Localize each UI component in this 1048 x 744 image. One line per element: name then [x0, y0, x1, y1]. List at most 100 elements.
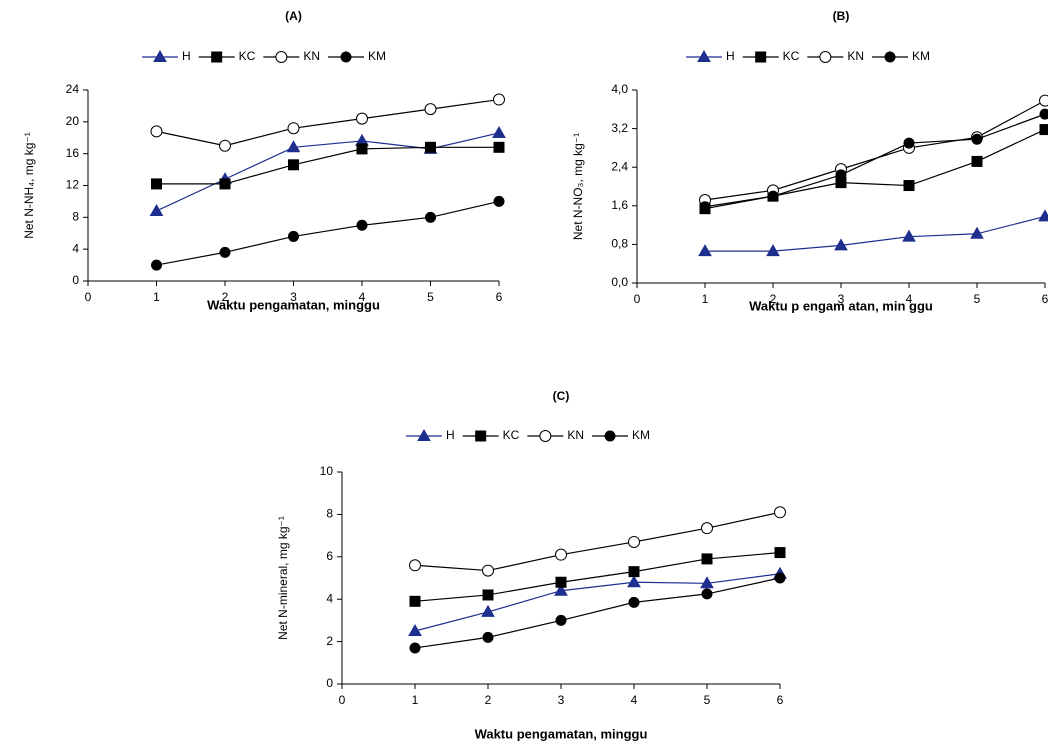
y-tick-label: 0,0 [611, 275, 628, 289]
legend-label: KC [783, 49, 800, 63]
marker [424, 103, 437, 116]
marker [219, 246, 231, 258]
x-tick-label: 5 [427, 290, 434, 304]
series-line [414, 551, 781, 602]
marker [151, 259, 162, 271]
marker [628, 596, 640, 608]
y-tick-label: 24 [66, 82, 80, 96]
marker [1039, 108, 1048, 120]
series-line [156, 200, 500, 266]
marker [409, 642, 421, 654]
marker [884, 51, 896, 63]
marker [774, 547, 786, 559]
x-tick-label: 3 [290, 290, 297, 304]
marker [409, 559, 421, 572]
series-line [414, 511, 781, 572]
legend-label: KN [847, 49, 864, 63]
series-line [705, 215, 1046, 252]
marker [903, 137, 915, 149]
marker [835, 177, 847, 189]
y-tick-label: 2 [326, 634, 333, 648]
marker [819, 51, 832, 63]
x-tick-label: 6 [496, 290, 503, 304]
marker [150, 125, 163, 138]
marker [774, 506, 786, 519]
marker [482, 589, 494, 601]
x-axis-label: Waktu pengamatan, minggu [207, 297, 380, 312]
y-tick-label: 2,4 [611, 159, 628, 173]
series-line [156, 132, 500, 212]
marker [493, 195, 505, 207]
marker [555, 576, 567, 588]
chart-title: (A) [285, 9, 302, 23]
marker [286, 140, 301, 153]
legend-label: KM [632, 428, 650, 442]
marker [628, 535, 640, 548]
marker [481, 604, 495, 617]
marker [554, 583, 568, 596]
x-tick-label: 1 [702, 292, 709, 306]
marker [755, 51, 767, 63]
y-tick-label: 6 [326, 549, 333, 563]
x-tick-label: 0 [339, 693, 346, 707]
marker [482, 631, 494, 643]
marker [425, 211, 436, 223]
marker [766, 244, 780, 257]
marker [356, 219, 368, 231]
series-line [704, 113, 1046, 208]
legend-label: KM [368, 49, 386, 63]
marker [219, 139, 231, 152]
legend-label: H [726, 49, 735, 63]
chart-title: (C) [553, 389, 570, 403]
chart-title: (B) [833, 9, 850, 23]
marker [701, 522, 713, 535]
x-axis-label: Waktu pengamatan, minggu [475, 726, 648, 741]
marker [774, 572, 786, 584]
x-tick-label: 2 [770, 292, 777, 306]
legend-label: KN [567, 428, 584, 442]
series-line [704, 100, 1046, 201]
y-tick-label: 0 [72, 273, 79, 287]
x-tick-label: 3 [558, 693, 565, 707]
y-tick-label: 8 [326, 507, 333, 521]
marker [219, 178, 231, 190]
series-line [414, 577, 781, 649]
y-tick-label: 0 [326, 676, 333, 690]
x-tick-label: 4 [359, 290, 366, 304]
marker [153, 49, 167, 62]
y-tick-label: 3,2 [611, 121, 628, 135]
legend-label: H [182, 49, 191, 63]
x-tick-label: 1 [153, 290, 160, 304]
y-tick-label: 4 [72, 241, 79, 255]
marker [288, 230, 299, 242]
x-tick-label: 5 [974, 292, 981, 306]
y-axis-label: Net N-NH₄, mg kg⁻¹ [22, 132, 36, 239]
marker [1039, 94, 1048, 107]
marker [698, 244, 712, 257]
marker [492, 125, 506, 138]
marker [699, 201, 711, 213]
marker [604, 430, 616, 442]
marker [701, 588, 713, 600]
marker [493, 93, 505, 106]
marker [835, 169, 847, 181]
marker [425, 141, 436, 153]
legend-label: KM [912, 49, 930, 63]
marker [700, 576, 714, 589]
marker [971, 133, 983, 145]
marker [701, 553, 713, 565]
marker [356, 143, 368, 155]
x-tick-label: 4 [631, 693, 638, 707]
x-tick-label: 6 [1042, 292, 1048, 306]
x-tick-label: 6 [777, 693, 784, 707]
x-tick-label: 3 [838, 292, 845, 306]
y-tick-label: 20 [66, 114, 80, 128]
marker [539, 430, 552, 442]
marker [767, 190, 779, 202]
x-tick-label: 4 [906, 292, 913, 306]
x-tick-label: 0 [634, 292, 641, 306]
y-tick-label: 10 [320, 464, 334, 478]
marker [151, 178, 162, 190]
